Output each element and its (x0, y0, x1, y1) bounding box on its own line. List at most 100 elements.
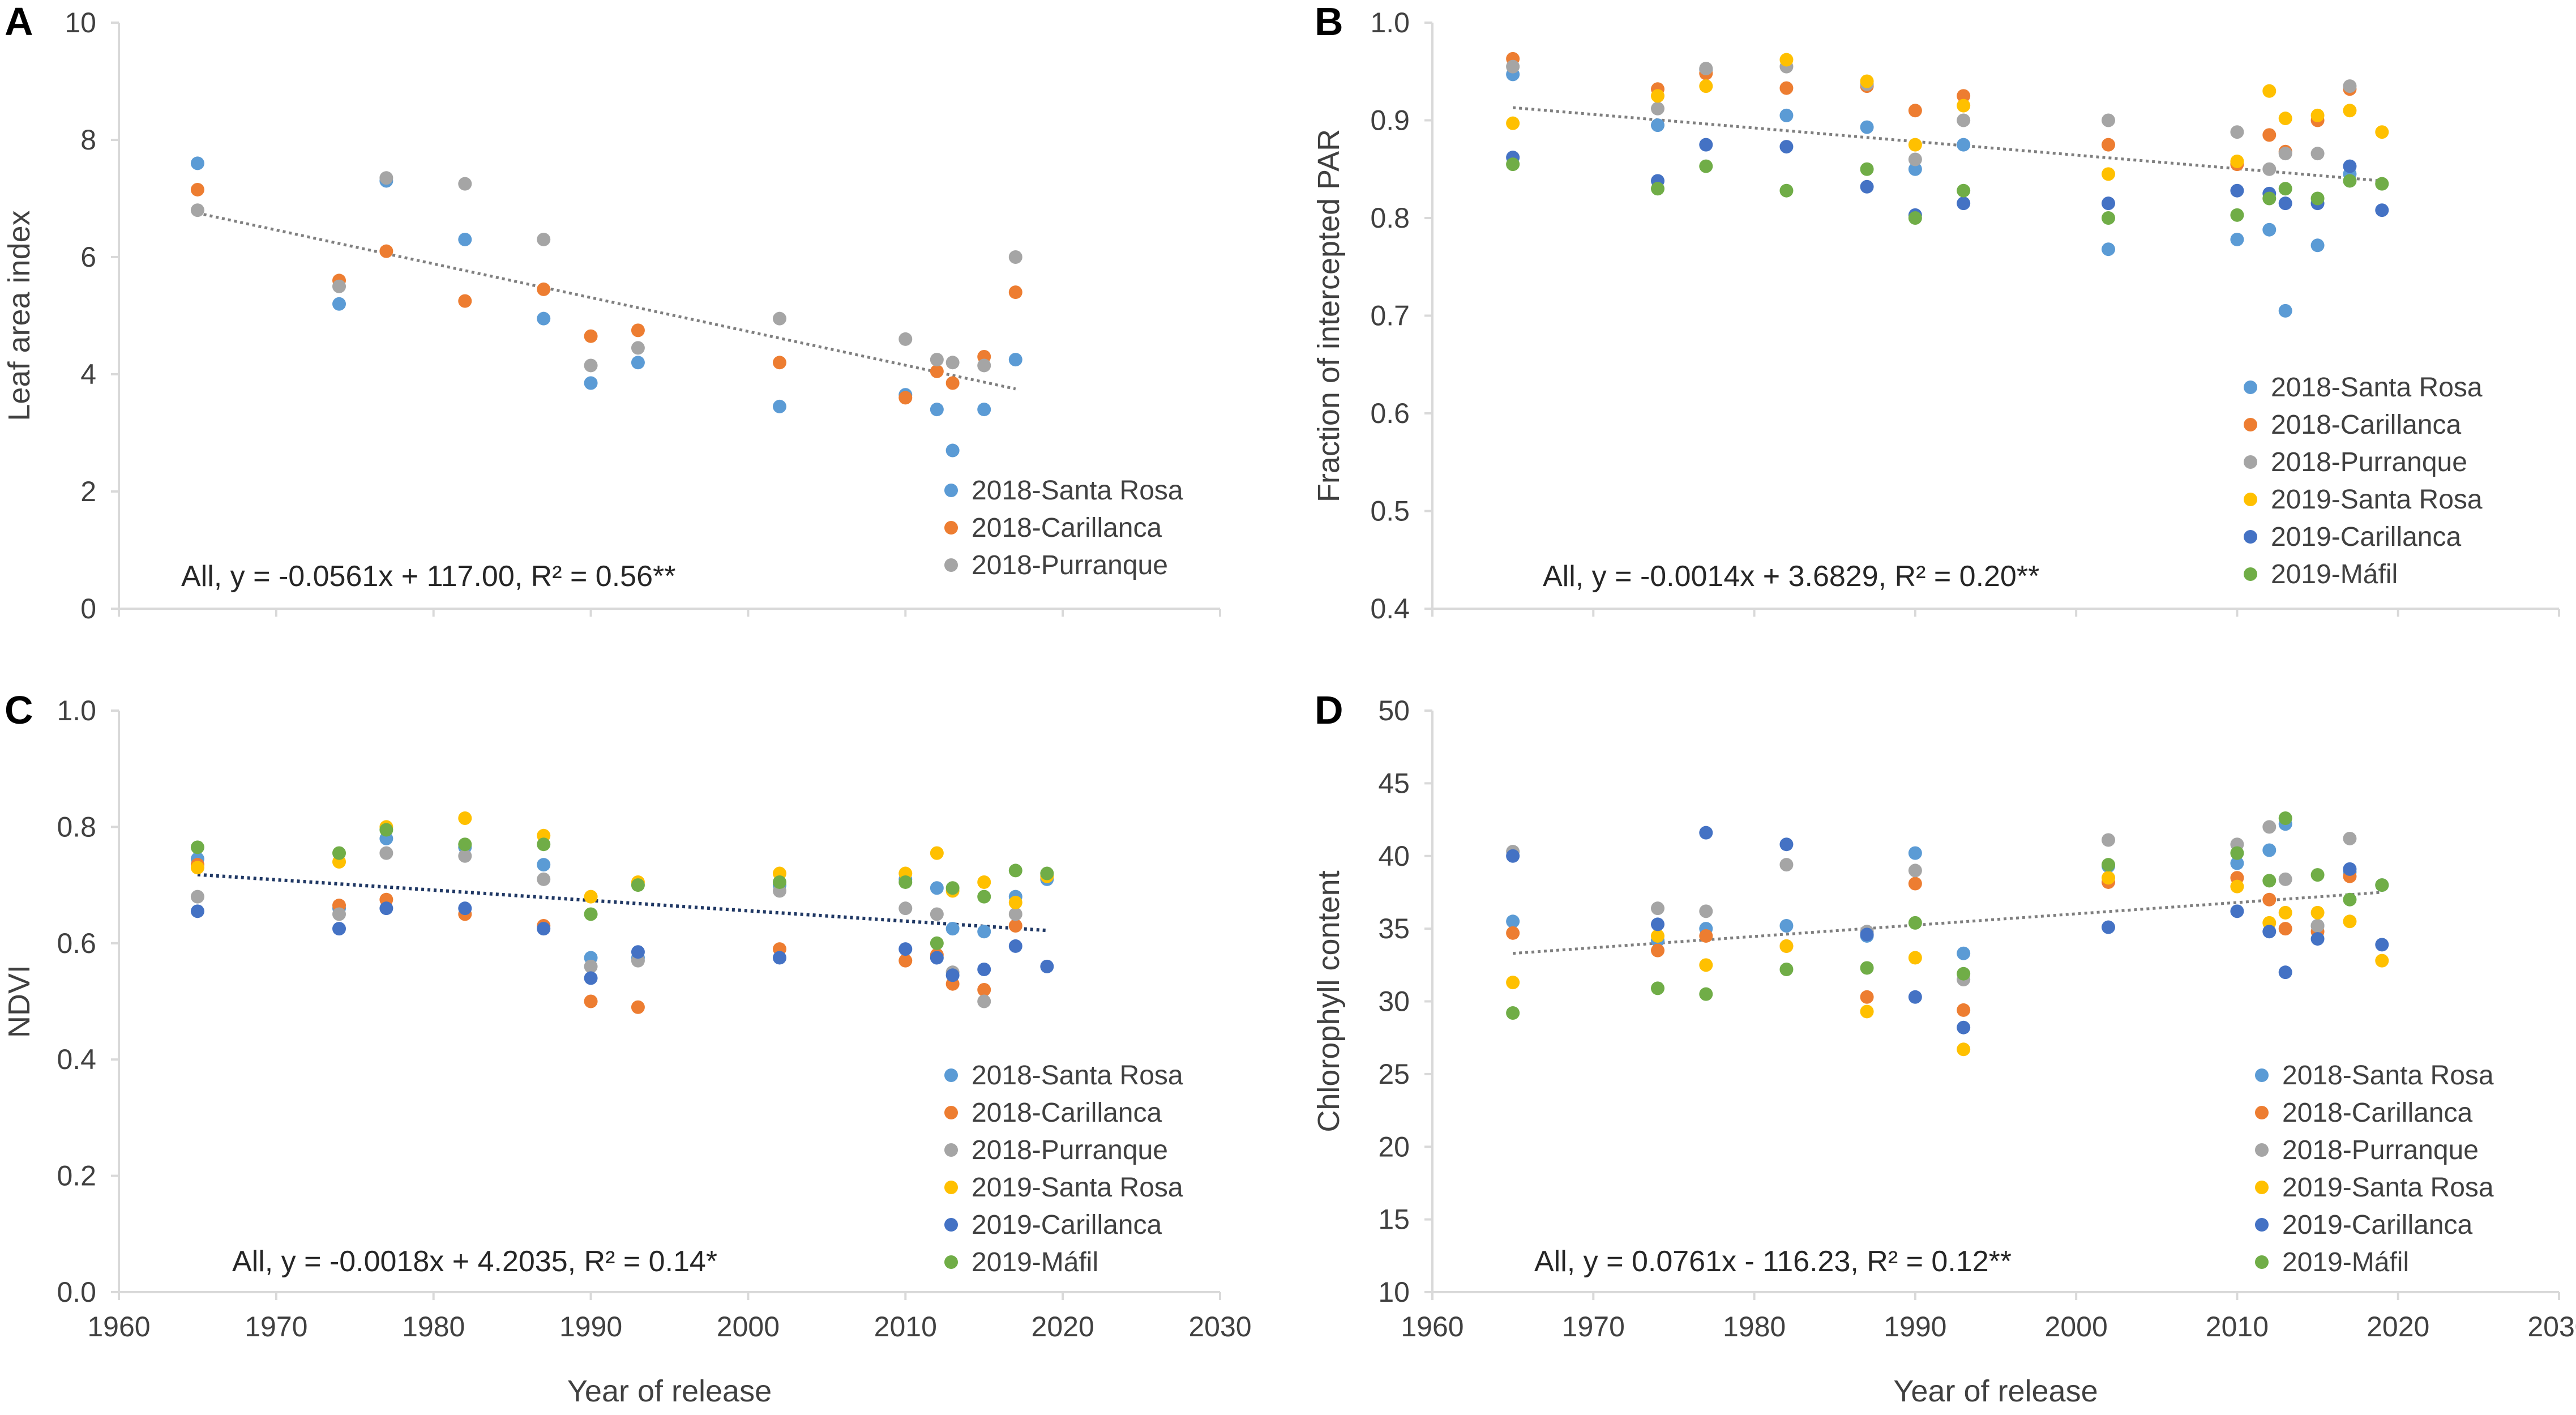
data-point (945, 881, 960, 895)
data-point (1008, 250, 1022, 264)
data-point (2310, 238, 2325, 253)
data-point (2230, 879, 2244, 894)
data-point (898, 875, 913, 889)
data-point (1651, 929, 1664, 943)
data-point (631, 945, 645, 959)
data-point (537, 311, 551, 326)
y-tick-label: 20 (1378, 1131, 1410, 1162)
data-point (537, 837, 551, 852)
x-tick-label: 2000 (717, 1311, 780, 1343)
data-point (2230, 183, 2244, 198)
data-point (2262, 874, 2277, 888)
data-point (2102, 871, 2115, 885)
y-tick-label: 1.0 (1370, 7, 1410, 39)
data-point (631, 1000, 645, 1014)
data-point (1957, 1020, 1971, 1034)
trendline (197, 211, 1016, 391)
data-point (1506, 914, 1520, 929)
data-point (2310, 191, 2325, 206)
y-axis-title: Fraction of intercepted PAR (1312, 129, 1346, 502)
y-tick-label: 0.4 (57, 1044, 96, 1075)
data-point (631, 341, 645, 355)
data-point (1699, 904, 1713, 918)
data-point (1651, 981, 1664, 995)
x-axis-title: Year of release (1893, 1374, 2098, 1408)
data-point (930, 353, 944, 367)
panel-letter: B (1315, 0, 1343, 44)
y-tick-label: 1.0 (57, 695, 96, 726)
data-point (537, 872, 551, 886)
panel-letter: A (5, 0, 33, 44)
data-point (2310, 108, 2325, 122)
data-point (2262, 84, 2277, 98)
series-2018-santa-rosa (190, 831, 1054, 965)
trendline (197, 873, 1047, 933)
series-2018-purranque (190, 171, 1022, 373)
legend-marker (2255, 1106, 2269, 1119)
data-point (1908, 104, 1922, 118)
x-tick-label: 2000 (2045, 1311, 2108, 1343)
legend-label: 2018-Carillanca (2271, 410, 2461, 440)
data-point (1957, 183, 1971, 198)
data-point (2102, 858, 2115, 872)
data-point (945, 443, 960, 458)
data-point (1860, 74, 1874, 88)
data-point (930, 403, 944, 417)
data-point (2102, 113, 2115, 127)
legend-label: 2018-Purranque (2282, 1135, 2479, 1165)
data-point (1699, 79, 1713, 93)
data-point (1779, 140, 1794, 154)
series-2018-carillanca (190, 858, 1022, 1014)
data-point (2375, 125, 2389, 139)
data-point (2278, 196, 2292, 211)
data-point (537, 232, 551, 246)
data-point (537, 922, 551, 936)
data-point (2375, 954, 2389, 968)
y-tick-label: 8 (80, 124, 96, 156)
data-point (190, 156, 204, 170)
data-point (190, 203, 204, 217)
data-point (1699, 62, 1713, 76)
data-point (584, 358, 598, 373)
data-point (1908, 138, 1922, 152)
data-point (1779, 108, 1794, 122)
x-tick-label: 2010 (874, 1311, 937, 1343)
legend-label: 2018-Purranque (972, 550, 1168, 580)
legend-marker (2244, 530, 2257, 544)
legend-marker (944, 1068, 958, 1082)
data-point (584, 890, 598, 904)
legend-label: 2019-Carillanca (972, 1210, 1162, 1240)
series-2019-carillanca (1506, 138, 2389, 222)
data-point (930, 951, 944, 965)
data-point (2343, 174, 2357, 188)
data-point (458, 232, 472, 246)
data-point (977, 925, 991, 939)
y-tick-label: 10 (65, 7, 96, 39)
y-tick-label: 0.8 (57, 811, 96, 843)
data-point (977, 994, 991, 1008)
data-point (332, 846, 346, 860)
y-tick-label: 45 (1378, 767, 1410, 799)
data-point (977, 403, 991, 417)
data-point (1651, 917, 1664, 931)
series-2019-santa-rosa (190, 811, 1054, 909)
data-point (2278, 905, 2292, 920)
data-point (1908, 211, 1922, 225)
data-point (1908, 863, 1922, 878)
data-point (2278, 965, 2292, 980)
data-point (1860, 990, 1874, 1004)
series-2019-carillanca (190, 901, 1054, 985)
legend-marker (2255, 1068, 2269, 1082)
chart-panel-a: A 0 2 4 6 8 10 Leaf area index 2018-Santa Rosa 20… (2, 0, 1221, 625)
data-point (2310, 932, 2325, 946)
data-point (190, 840, 204, 854)
data-point (1860, 1004, 1874, 1019)
series-2018-santa-rosa (190, 156, 1022, 458)
data-point (190, 861, 204, 875)
y-axis-title: NDVI (2, 965, 36, 1038)
data-point (379, 823, 393, 837)
data-point (1008, 918, 1022, 933)
data-point (977, 963, 991, 977)
x-tick-label: 2010 (2206, 1311, 2269, 1343)
data-point (1506, 976, 1520, 990)
